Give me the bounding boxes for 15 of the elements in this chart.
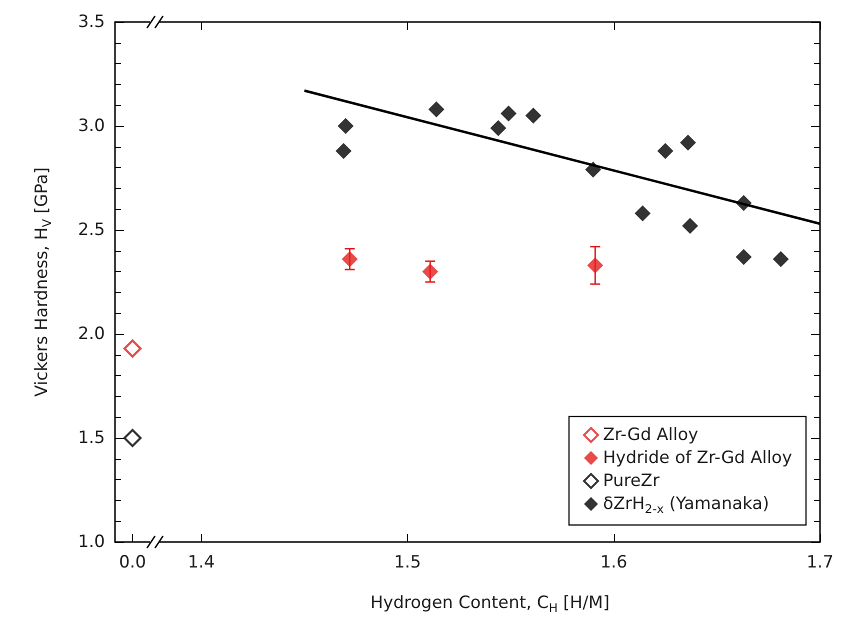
- y-tick-label: 1.0: [78, 532, 105, 552]
- y-tick-label: 2.5: [78, 220, 105, 240]
- y-tick-label: 2.0: [78, 324, 105, 344]
- y-axis-title: Vickers Hardness, HV [GPa]: [32, 167, 54, 397]
- x-tick-label: 1.7: [806, 552, 834, 572]
- text: PureZr: [603, 471, 660, 491]
- x-tick-label: 1.4: [188, 552, 215, 572]
- y-tick-label: 3.0: [78, 116, 105, 136]
- x-tick-label: 0.0: [118, 552, 146, 572]
- legend-label: Hydride of Zr-Gd Alloy: [603, 448, 792, 468]
- x-tick-label: 1.6: [600, 552, 628, 572]
- y-tick-label: 3.5: [78, 12, 105, 32]
- text: Zr-Gd Alloy: [603, 425, 698, 445]
- y-tick-label: 1.5: [78, 428, 105, 448]
- x-tick-label: 1.5: [394, 552, 422, 572]
